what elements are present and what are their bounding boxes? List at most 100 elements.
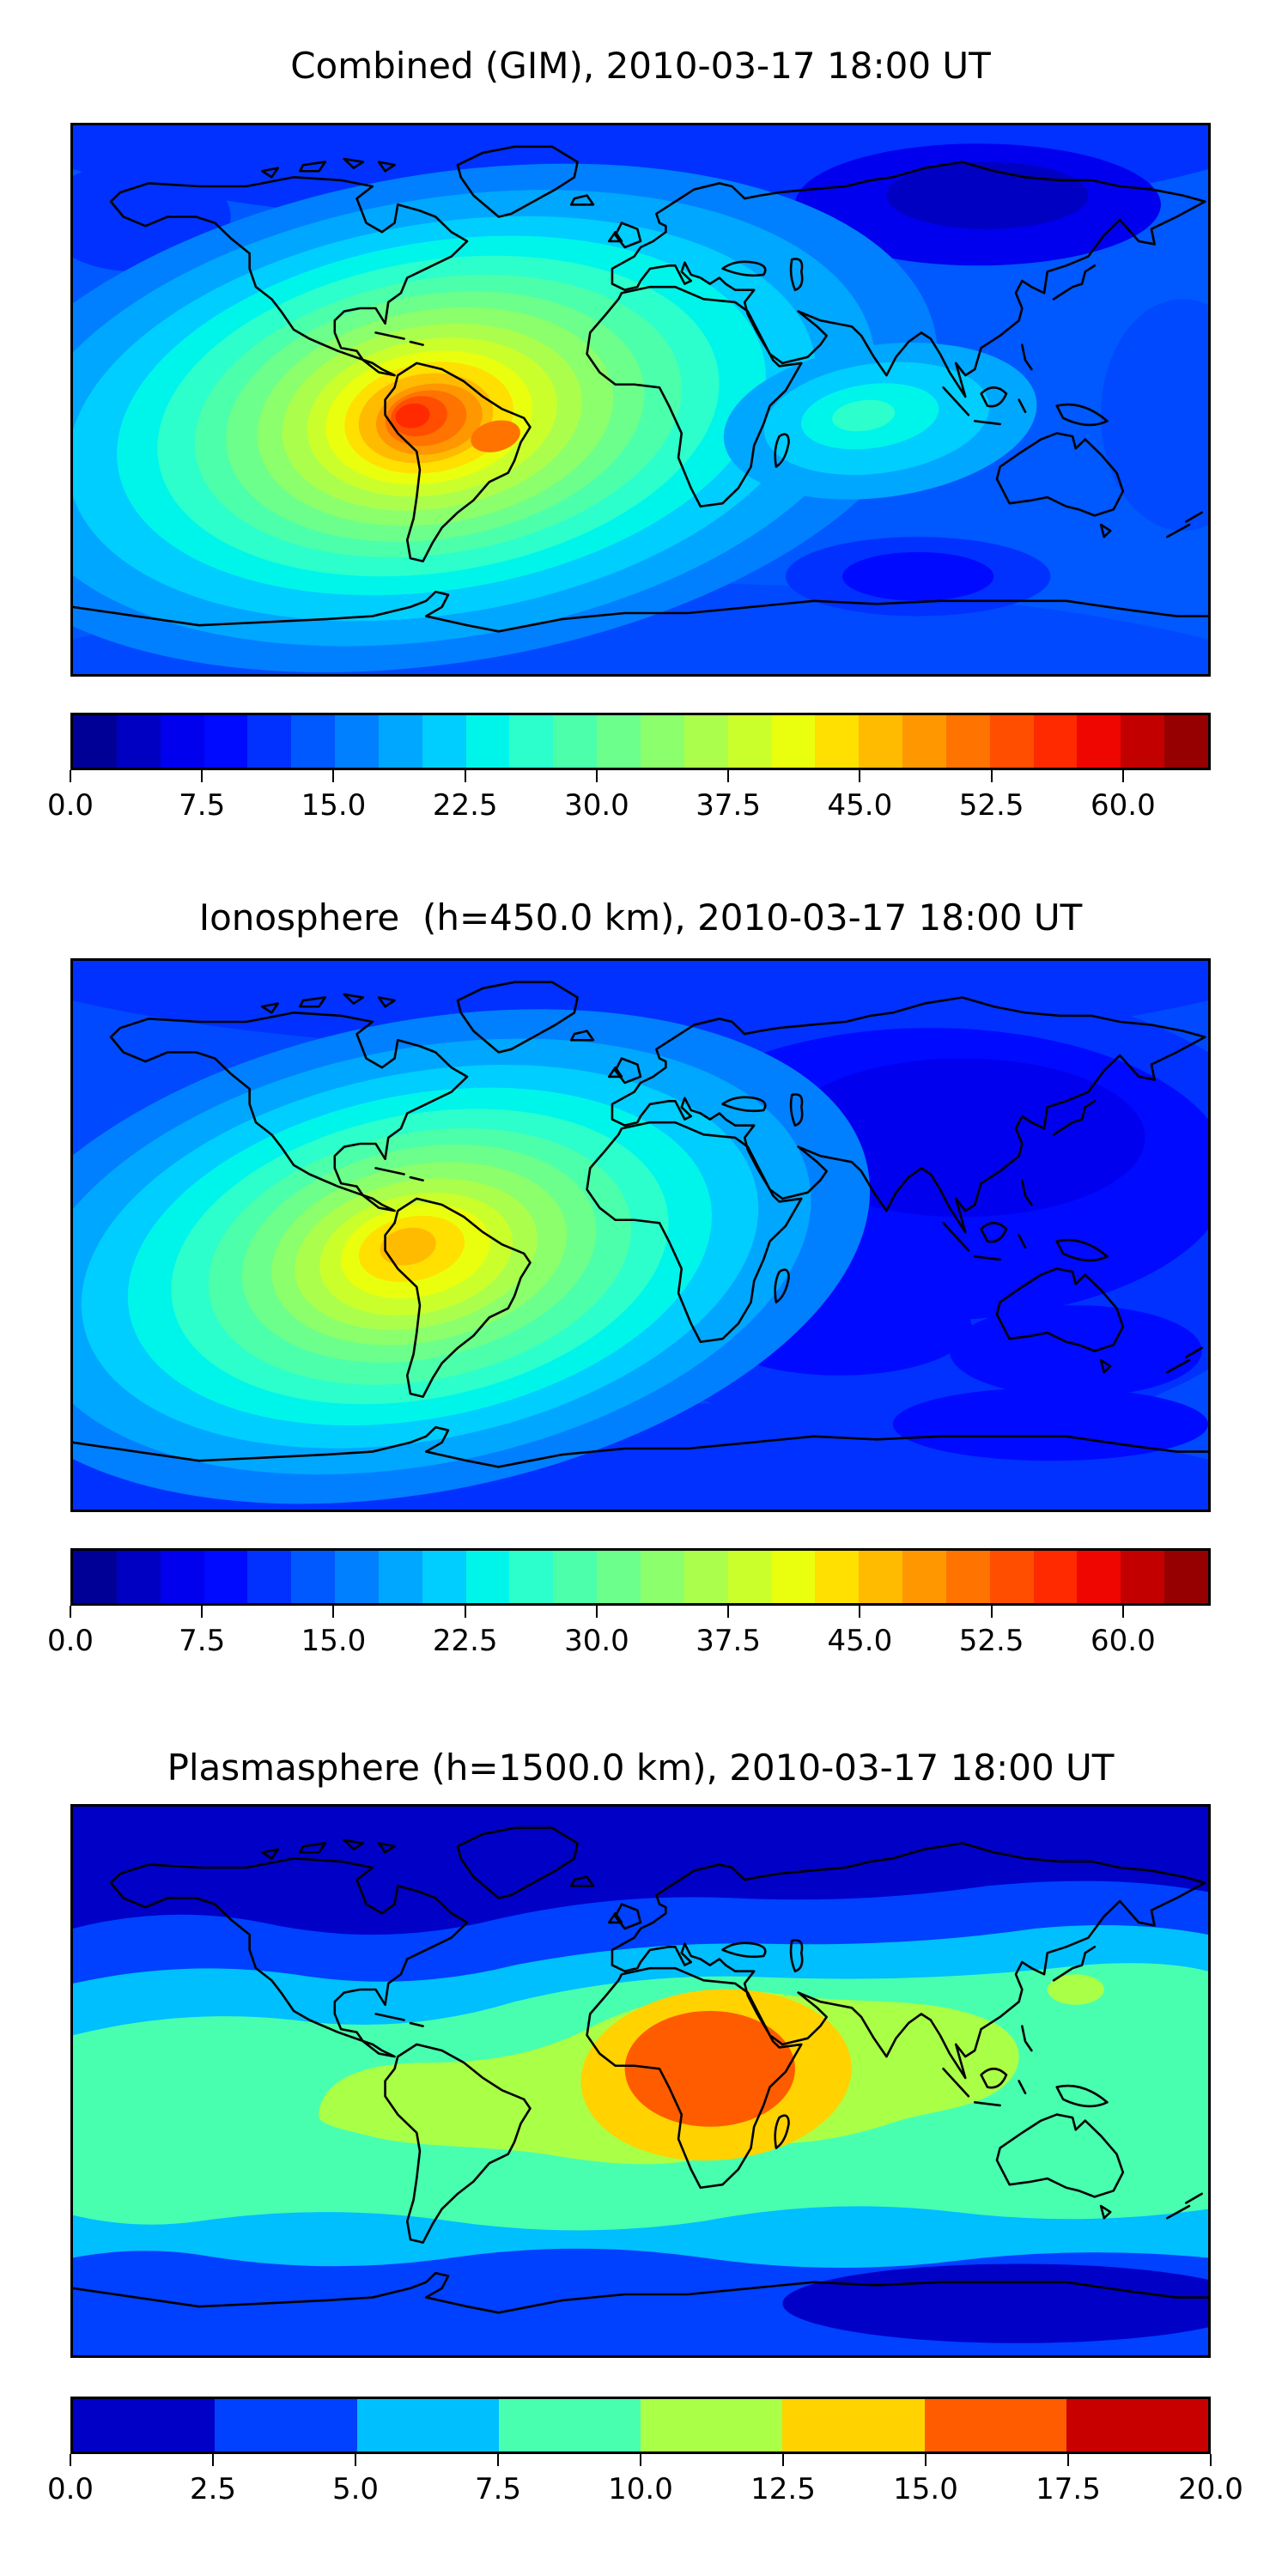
colorbar-tick-label: 22.5 bbox=[432, 788, 498, 823]
colorbar-segment bbox=[160, 715, 204, 768]
colorbar-tick-mark bbox=[201, 770, 204, 782]
colorbar-tick-label: 5.0 bbox=[331, 2472, 380, 2506]
colorbar-segment bbox=[1121, 715, 1165, 768]
world-map-combined-gim bbox=[70, 123, 1211, 677]
colorbar-tick-mark bbox=[859, 770, 861, 782]
colorbar-plasmasphere bbox=[70, 2397, 1211, 2454]
colorbar-segment bbox=[1164, 715, 1208, 768]
colorbar-tick-label: 0.0 bbox=[46, 2472, 94, 2506]
world-map-ionosphere bbox=[70, 958, 1211, 1512]
colorbar-tick-mark bbox=[1121, 770, 1124, 782]
colorbar-tick-mark bbox=[70, 2454, 71, 2466]
colorbar-segment bbox=[683, 1551, 728, 1603]
colorbar-segment bbox=[1033, 715, 1078, 768]
colorbar-segment bbox=[945, 1551, 990, 1603]
colorbar-ticks-ionosphere bbox=[70, 1606, 1211, 1619]
colorbar-tick-label: 0.0 bbox=[46, 788, 94, 823]
colorbar-segment bbox=[204, 715, 248, 768]
colorbar-segment bbox=[1066, 2399, 1208, 2451]
colorbar-segment bbox=[465, 715, 510, 768]
colorbar-tick-label: 15.0 bbox=[301, 1624, 367, 1658]
colorbar-segment bbox=[204, 1551, 248, 1603]
colorbar-segment bbox=[597, 715, 641, 768]
colorbar-segment bbox=[335, 1551, 379, 1603]
colorbar-tick-label: 22.5 bbox=[432, 1624, 498, 1658]
colorbar-segment bbox=[422, 715, 466, 768]
panel-title-combined-gim: Combined (GIM), 2010-03-17 18:00 UT bbox=[290, 45, 991, 87]
colorbar-tick-label: 15.0 bbox=[301, 788, 367, 823]
colorbar-segment bbox=[989, 715, 1034, 768]
colorbar-tick-mark bbox=[990, 1606, 993, 1618]
colorbar-segment bbox=[465, 1551, 510, 1603]
colorbar-segment bbox=[247, 715, 292, 768]
colorbar-tick-label: 15.0 bbox=[893, 2472, 958, 2506]
colorbar-segment bbox=[160, 1551, 204, 1603]
colorbar-labels-combined-gim: 0.0 7.5 15.0 22.5 30.0 37.5 45.0 52.5 60.0 bbox=[47, 788, 1211, 826]
colorbar-tick-mark bbox=[595, 1606, 598, 1618]
colorbar-ticks-combined-gim bbox=[70, 770, 1211, 784]
colorbar-tick-mark bbox=[1210, 2454, 1212, 2466]
colorbar-segment bbox=[378, 1551, 422, 1603]
colorbar-segment bbox=[989, 1551, 1034, 1603]
colorbar-tick-mark bbox=[727, 1606, 730, 1618]
colorbar-ionosphere bbox=[70, 1548, 1211, 1606]
colorbar-segment bbox=[291, 715, 336, 768]
colorbar-tick-label: 30.0 bbox=[564, 1624, 629, 1658]
colorbar-segment bbox=[641, 2399, 783, 2451]
colorbar-segment bbox=[902, 1551, 946, 1603]
colorbar-segment bbox=[553, 715, 598, 768]
colorbar-tick-mark bbox=[595, 770, 598, 782]
colorbar-segment bbox=[291, 1551, 336, 1603]
contour-map-svg bbox=[73, 125, 1208, 674]
colorbar-tick-label: 10.0 bbox=[608, 2472, 673, 2506]
colorbar-segment bbox=[640, 1551, 684, 1603]
colorbar-tick-mark bbox=[70, 770, 71, 782]
colorbar-tick-label: 7.5 bbox=[179, 1624, 226, 1658]
colorbar-segment bbox=[378, 715, 422, 768]
colorbar-segment bbox=[859, 715, 903, 768]
colorbar-segment bbox=[553, 1551, 598, 1603]
colorbar-segment bbox=[782, 2399, 925, 2451]
colorbar-tick-mark bbox=[70, 1606, 71, 1618]
colorbar-tick-label: 52.5 bbox=[958, 788, 1024, 823]
colorbar-tick-mark bbox=[201, 1606, 204, 1618]
colorbar-segment bbox=[1077, 1551, 1121, 1603]
colorbar-segment bbox=[73, 715, 117, 768]
colorbar-tick-label: 60.0 bbox=[1090, 1624, 1156, 1658]
colorbar-segment bbox=[945, 715, 990, 768]
colorbar-segment bbox=[247, 1551, 292, 1603]
colorbar-ticks-plasmasphere bbox=[70, 2454, 1212, 2468]
colorbar-tick-mark bbox=[212, 2454, 214, 2466]
colorbar-tick-mark bbox=[782, 2454, 784, 2466]
colorbar-tick-label: 0.0 bbox=[46, 1624, 94, 1658]
colorbar-segment bbox=[924, 2399, 1066, 2451]
colorbar-segment bbox=[859, 1551, 903, 1603]
colorbar-tick-label: 30.0 bbox=[564, 788, 629, 823]
colorbar-tick-label: 12.5 bbox=[750, 2472, 816, 2506]
colorbar-segment bbox=[727, 1551, 772, 1603]
colorbar-tick-label: 37.5 bbox=[696, 788, 761, 823]
colorbar-segment bbox=[727, 715, 772, 768]
colorbar-segment bbox=[815, 715, 860, 768]
colorbar-segment bbox=[640, 715, 684, 768]
colorbar-segment bbox=[1033, 1551, 1078, 1603]
colorbar-labels-plasmasphere: 0.0 2.5 5.0 7.5 10.0 12.5 15.0 17.5 20.0 bbox=[47, 2472, 1243, 2510]
colorbar-segment bbox=[116, 715, 161, 768]
colorbar-segment bbox=[498, 2399, 641, 2451]
colorbar-tick-mark bbox=[925, 2454, 927, 2466]
colorbar-tick-label: 7.5 bbox=[179, 788, 226, 823]
colorbar-tick-mark bbox=[1121, 1606, 1124, 1618]
colorbar-segment bbox=[215, 2399, 357, 2451]
colorbar-segment bbox=[73, 2399, 216, 2451]
colorbar-tick-mark bbox=[859, 1606, 861, 1618]
colorbar-tick-label: 7.5 bbox=[474, 2472, 522, 2506]
colorbar-segment bbox=[1121, 1551, 1165, 1603]
colorbar-segment bbox=[422, 1551, 466, 1603]
colorbar-segment bbox=[683, 715, 728, 768]
colorbar-tick-mark bbox=[355, 2454, 356, 2466]
colorbar-segment bbox=[771, 715, 816, 768]
colorbar-tick-label: 37.5 bbox=[696, 1624, 761, 1658]
colorbar-tick-mark bbox=[640, 2454, 641, 2466]
colorbar-labels-ionosphere: 0.0 7.5 15.0 22.5 30.0 37.5 45.0 52.5 60.0 bbox=[47, 1624, 1211, 1662]
